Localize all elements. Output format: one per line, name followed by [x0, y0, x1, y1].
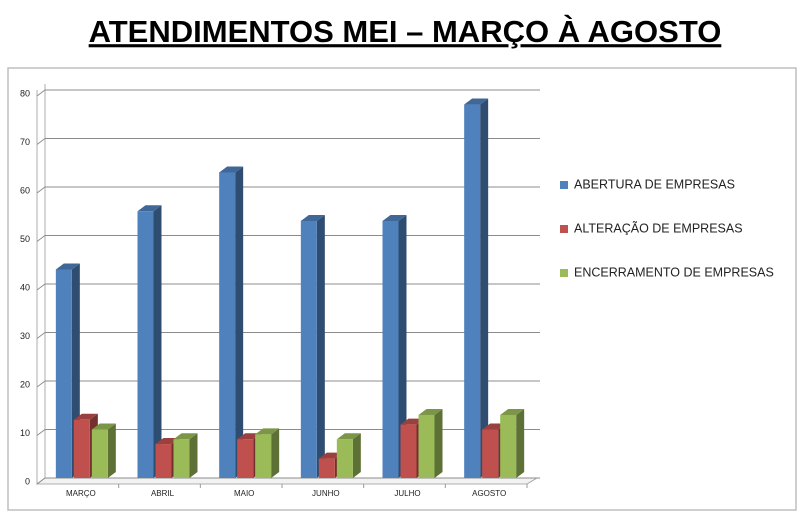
bar-side: [153, 205, 162, 478]
bar: [500, 414, 517, 478]
bar-top: [91, 423, 116, 430]
grid-line: [36, 186, 540, 194]
legend-swatch: [560, 269, 568, 277]
bar: [73, 419, 90, 478]
bar: [55, 269, 72, 478]
bar-top: [500, 408, 525, 415]
bar: [173, 439, 190, 478]
bar-side: [316, 214, 325, 478]
bar: [255, 434, 272, 478]
bar-top: [137, 205, 162, 212]
bar: [382, 220, 399, 478]
bar: [155, 444, 172, 478]
bar-top: [300, 214, 325, 221]
bar-top: [255, 428, 280, 435]
y-tick-label: 0: [25, 476, 30, 486]
bar-side: [434, 408, 443, 478]
legend-label: ENCERRAMENTO DE EMPRESAS: [574, 265, 774, 279]
bar-side: [516, 408, 525, 478]
page-title: ATENDIMENTOS MEI – MARÇO À AGOSTO: [89, 14, 722, 49]
bar: [137, 211, 154, 478]
y-tick-label: 70: [20, 137, 30, 147]
bar-top: [464, 98, 489, 105]
legend-label: ALTERAÇÃO DE EMPRESAS: [574, 221, 743, 235]
y-tick-label: 50: [20, 234, 30, 244]
y-tick-label: 40: [20, 282, 30, 292]
x-tick-label: ABRIL: [151, 489, 175, 498]
x-tick-label: JUNHO: [312, 489, 340, 498]
bar: [464, 104, 481, 479]
bar: [318, 458, 335, 478]
bar-side: [189, 433, 198, 478]
bar-top: [336, 433, 361, 440]
bar-top: [382, 214, 407, 221]
bar-top: [237, 433, 262, 440]
legend-swatch: [560, 225, 568, 233]
grid-line: [36, 235, 540, 242]
bar: [418, 414, 435, 478]
y-tick-label: 60: [20, 185, 30, 195]
grid-line: [36, 89, 540, 97]
bar: [400, 424, 417, 478]
bar-top: [73, 413, 98, 420]
bar-top: [219, 166, 244, 173]
y-tick-label: 30: [20, 331, 30, 341]
x-tick-label: MARÇO: [66, 489, 96, 498]
bar-side: [235, 166, 244, 478]
bar: [91, 429, 108, 478]
bar: [300, 220, 317, 478]
legend-swatch: [560, 181, 568, 189]
grid-line: [36, 429, 540, 436]
grid-line: [36, 283, 540, 291]
bar: [219, 172, 236, 478]
bar: [482, 429, 499, 478]
x-tick-label: AGOSTO: [472, 489, 506, 498]
grid-line: [36, 380, 540, 388]
bar-top: [173, 433, 198, 440]
bar-top: [55, 263, 80, 270]
grid-line: [36, 332, 540, 339]
bar-side: [271, 428, 280, 478]
bar: [336, 439, 353, 478]
y-tick-label: 10: [20, 428, 30, 438]
bar-side: [480, 98, 489, 479]
y-tick-label: 80: [20, 88, 30, 98]
x-tick-label: MAIO: [234, 489, 254, 498]
bar-side: [352, 433, 361, 478]
y-tick-label: 20: [20, 379, 30, 389]
legend-label: ABERTURA DE EMPRESAS: [574, 177, 735, 191]
bar-side: [398, 214, 407, 478]
bar-side: [107, 423, 116, 478]
plot-floor: [35, 477, 539, 485]
x-tick-label: JULHO: [394, 489, 420, 498]
bar: [237, 439, 254, 478]
grid-line: [36, 138, 540, 145]
grid-line: [36, 477, 540, 485]
bar-top: [418, 408, 443, 415]
